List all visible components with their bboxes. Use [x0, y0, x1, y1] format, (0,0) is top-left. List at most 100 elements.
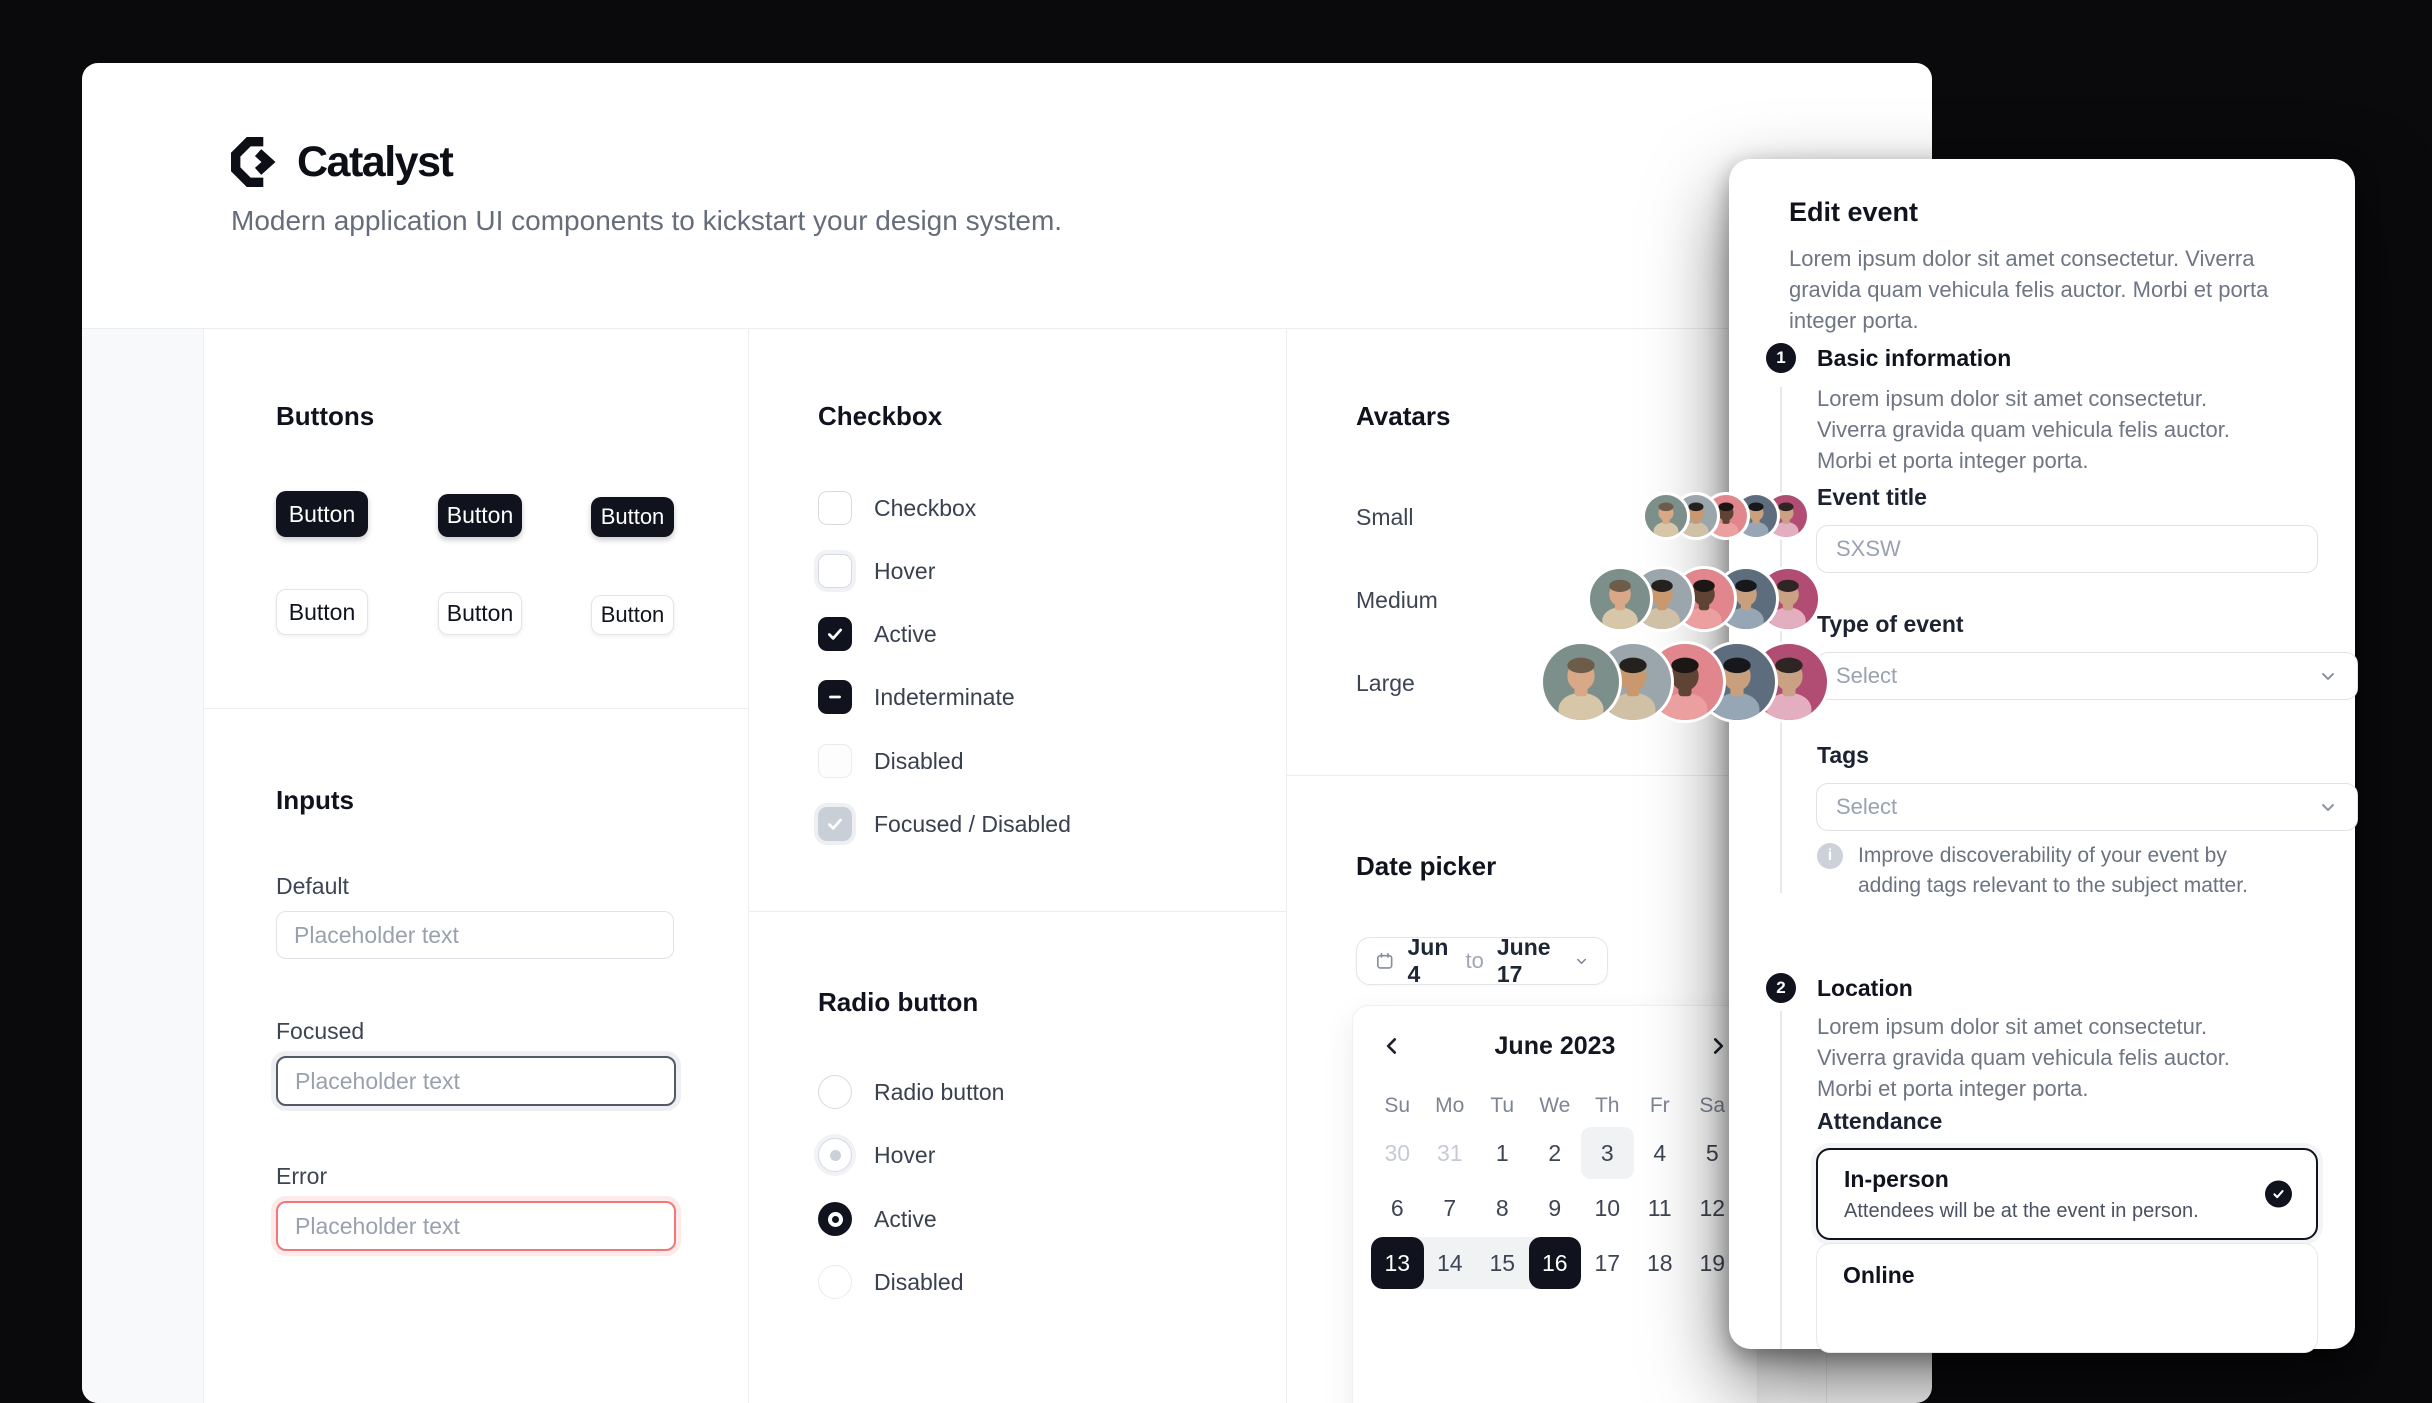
calendar-day[interactable]: 16 [1528, 1237, 1581, 1289]
checkbox-label: Hover [874, 557, 936, 584]
calendar: June 2023 Su Mo Tu We Th Fr Sa 30 31 1 2 3 4 5 6 7 8 9 10… [1352, 1005, 1758, 1403]
option-title: Online [1843, 1262, 1915, 1288]
gutter [82, 329, 203, 1403]
date-range-picker[interactable]: Jun 4 to June 17 [1356, 934, 1608, 987]
radio-default[interactable] [818, 1075, 852, 1109]
default-input[interactable] [276, 911, 674, 959]
demo-button-light-lg[interactable]: Button [276, 589, 368, 635]
step-title-location: Location [1817, 975, 1913, 1001]
calendar-day[interactable]: 18 [1646, 1249, 1673, 1276]
checkbox-row: Checkbox [818, 488, 976, 528]
step-connector-line [1780, 387, 1782, 893]
demo-button-dark-sm[interactable]: Button [591, 497, 674, 537]
tags-select[interactable]: Select [1816, 783, 2358, 831]
calendar-day[interactable]: 10 [1594, 1194, 1621, 1221]
tags-hint: i Improve discoverability of your event … [1817, 841, 2295, 901]
section-title-checkbox: Checkbox [818, 401, 943, 431]
avatar-image [1540, 641, 1622, 723]
error-input[interactable] [276, 1201, 676, 1251]
checkbox-row: Disabled [818, 741, 964, 781]
calendar-day[interactable]: 3 [1581, 1127, 1634, 1179]
checkbox-row: Focused / Disabled [818, 804, 1071, 844]
section-title-radio: Radio button [818, 987, 979, 1017]
calendar-weekday-row: Su Mo Tu We Th Fr Sa [1371, 1094, 1739, 1118]
calendar-day[interactable]: 13 [1371, 1237, 1424, 1289]
demo-button-light-md[interactable]: Button [438, 592, 522, 635]
avatar-stack-medium [1587, 566, 1821, 632]
hint-text: Improve discoverability of your event by… [1858, 844, 2248, 897]
checkbox-active[interactable] [818, 617, 852, 651]
brand-name: Catalyst [297, 137, 454, 186]
radio-row: Radio button [818, 1072, 1004, 1112]
checkbox-label: Disabled [874, 747, 964, 774]
chevron-left-icon [1386, 1038, 1397, 1054]
calendar-icon [1377, 952, 1393, 969]
calendar-day[interactable]: 17 [1594, 1249, 1621, 1276]
checkbox-label: Indeterminate [874, 683, 1015, 710]
option-description: Attendees will be at the event in person… [1844, 1200, 2199, 1222]
calendar-day[interactable]: 9 [1548, 1194, 1562, 1221]
range-separator: to [1465, 948, 1484, 973]
divider [203, 708, 748, 709]
radio-disabled[interactable] [818, 1265, 852, 1299]
avatar-stack-small [1642, 492, 1810, 540]
demo-button-light-sm[interactable]: Button [591, 595, 674, 635]
radio-label: Disabled [874, 1268, 964, 1295]
calendar-day[interactable]: 5 [1705, 1139, 1719, 1166]
checkbox-default[interactable] [818, 491, 852, 525]
divider [748, 911, 1286, 912]
demo-button-dark-md[interactable]: Button [438, 494, 522, 537]
radio-row: Disabled [818, 1262, 964, 1302]
input-state-label: Error [276, 1163, 328, 1189]
check-icon [827, 628, 843, 640]
step-number-badge: 1 [1766, 343, 1796, 373]
checkbox-hover[interactable] [818, 554, 852, 588]
calendar-day[interactable]: 12 [1699, 1194, 1726, 1221]
radio-label: Hover [874, 1141, 936, 1168]
calendar-day[interactable]: 7 [1443, 1194, 1457, 1221]
avatar-size-label: Large [1356, 670, 1415, 696]
event-title-field[interactable] [1816, 525, 2318, 573]
avatar-size-label: Small [1356, 504, 1414, 530]
calendar-day[interactable]: 2 [1548, 1139, 1562, 1166]
radio-label: Radio button [874, 1078, 1005, 1105]
input-state-label: Focused [276, 1018, 365, 1044]
checkbox-row: Active [818, 614, 937, 654]
focused-input[interactable] [276, 1056, 676, 1106]
step-description: Lorem ipsum dolor sit amet consectetur. … [1817, 1014, 2230, 1101]
calendar-day[interactable]: 30 [1384, 1139, 1411, 1166]
checkbox-disabled[interactable] [818, 744, 852, 778]
calendar-day[interactable]: 31 [1436, 1139, 1463, 1166]
calendar-day[interactable]: 14 [1423, 1237, 1476, 1289]
next-month-button[interactable] [1703, 1031, 1733, 1061]
calendar-day[interactable]: 4 [1653, 1139, 1667, 1166]
event-title-label: Event title [1817, 484, 1927, 510]
checkbox-focused-disabled[interactable] [818, 807, 852, 841]
calendar-day[interactable]: 6 [1390, 1194, 1404, 1221]
tags-label: Tags [1817, 742, 1869, 768]
demo-button-dark-lg[interactable]: Button [276, 491, 368, 537]
calendar-day[interactable]: 19 [1699, 1249, 1726, 1276]
prev-month-button[interactable] [1377, 1031, 1407, 1061]
calendar-nav: June 2023 [1377, 1028, 1733, 1064]
option-title: In-person [1844, 1166, 1949, 1192]
type-of-event-select[interactable]: Select [1816, 652, 2358, 700]
divider [203, 329, 204, 1403]
calendar-day[interactable]: 1 [1495, 1139, 1509, 1166]
section-title-avatars: Avatars [1356, 401, 1451, 431]
attendance-label: Attendance [1817, 1108, 1943, 1134]
calendar-day[interactable]: 8 [1495, 1194, 1509, 1221]
attendance-option-in-person[interactable]: In-person Attendees will be at the event… [1816, 1148, 2318, 1240]
divider [82, 328, 1932, 329]
calendar-day[interactable]: 15 [1476, 1237, 1529, 1289]
avatar-image [1642, 492, 1690, 540]
step-description: Lorem ipsum dolor sit amet consectetur. … [1817, 386, 2230, 473]
range-end-date: June 17 [1496, 934, 1551, 987]
step-title-basic-information: Basic information [1817, 345, 2012, 371]
radio-hover[interactable] [818, 1138, 852, 1172]
radio-active[interactable] [818, 1202, 852, 1236]
attendance-option-online[interactable]: Online [1816, 1243, 2318, 1353]
avatar-image [1587, 566, 1653, 632]
calendar-day[interactable]: 11 [1647, 1194, 1672, 1221]
checkbox-indeterminate[interactable] [818, 680, 852, 714]
